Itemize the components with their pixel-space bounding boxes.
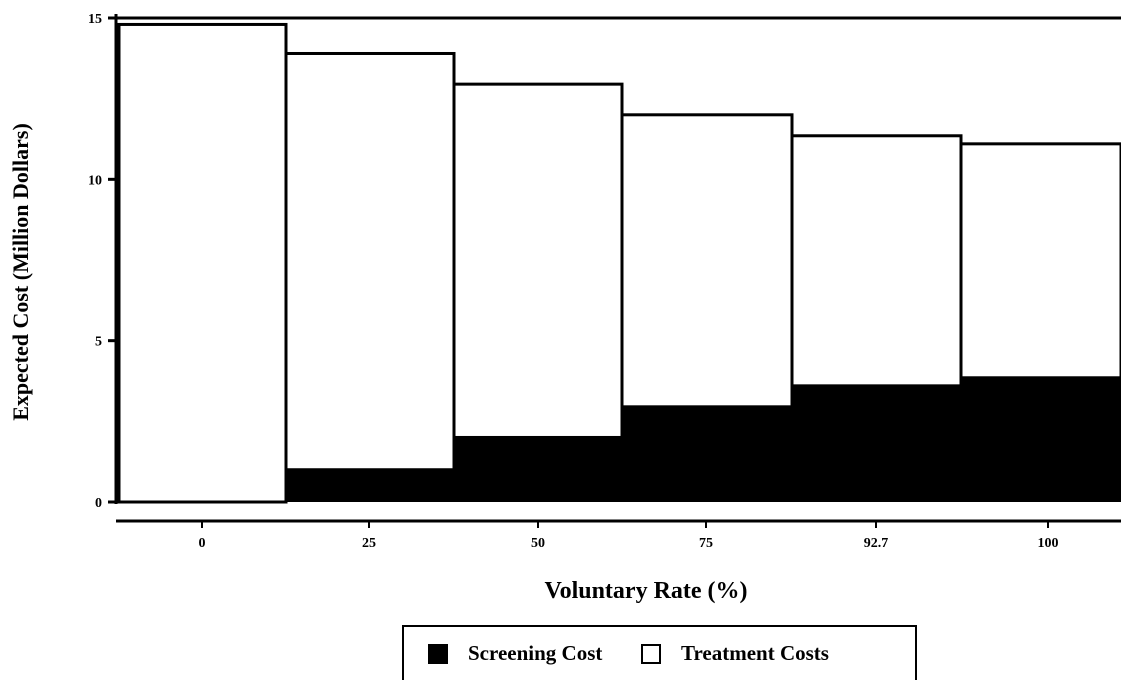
bar-screening-75 [622, 406, 792, 502]
bar-treatment-92.7 [790, 134, 963, 388]
bar-treatment-100 [959, 142, 1121, 380]
x-axis-title: Voluntary Rate (%) [544, 578, 747, 604]
y-tick-label-10: 10 [88, 173, 102, 188]
bar-screening-50 [454, 437, 622, 502]
y-tick-label-5: 5 [95, 335, 102, 350]
x-tick-label-92.7: 92.7 [864, 536, 889, 551]
y-axis-title: Expected Cost (Million Dollars) [8, 123, 33, 421]
x-tick-label-25: 25 [362, 536, 376, 551]
legend-swatch-screening [428, 643, 448, 664]
bar-screening-100 [961, 377, 1121, 502]
x-tick-label-75: 75 [699, 536, 713, 551]
x-tick-label-50: 50 [531, 536, 545, 551]
y-tick-label-0: 0 [95, 496, 102, 511]
bars-layer [117, 22, 1121, 504]
bar-treatment-50 [452, 82, 624, 439]
x-tick-label-100: 100 [1038, 536, 1059, 551]
legend-swatch-treatment [641, 643, 661, 664]
bar-treatment-75 [620, 113, 794, 409]
legend: Screening Cost Treatment Costs [402, 625, 917, 680]
bar-screening-25 [286, 469, 454, 502]
legend-item-treatment: Treatment Costs [641, 641, 829, 666]
legend-label-screening: Screening Cost [468, 641, 603, 665]
bar-screening-92.7 [792, 385, 961, 502]
bar-treatment-25 [284, 51, 456, 472]
axes-layer: 0 5 10 15 0 25 50 75 92.7 100 [88, 12, 1121, 551]
bar-treatment-0 [117, 22, 288, 504]
y-tick-label-15: 15 [88, 12, 102, 27]
legend-item-screening: Screening Cost [428, 641, 602, 666]
x-tick-label-0: 0 [199, 536, 206, 551]
legend-label-treatment: Treatment Costs [681, 641, 829, 665]
